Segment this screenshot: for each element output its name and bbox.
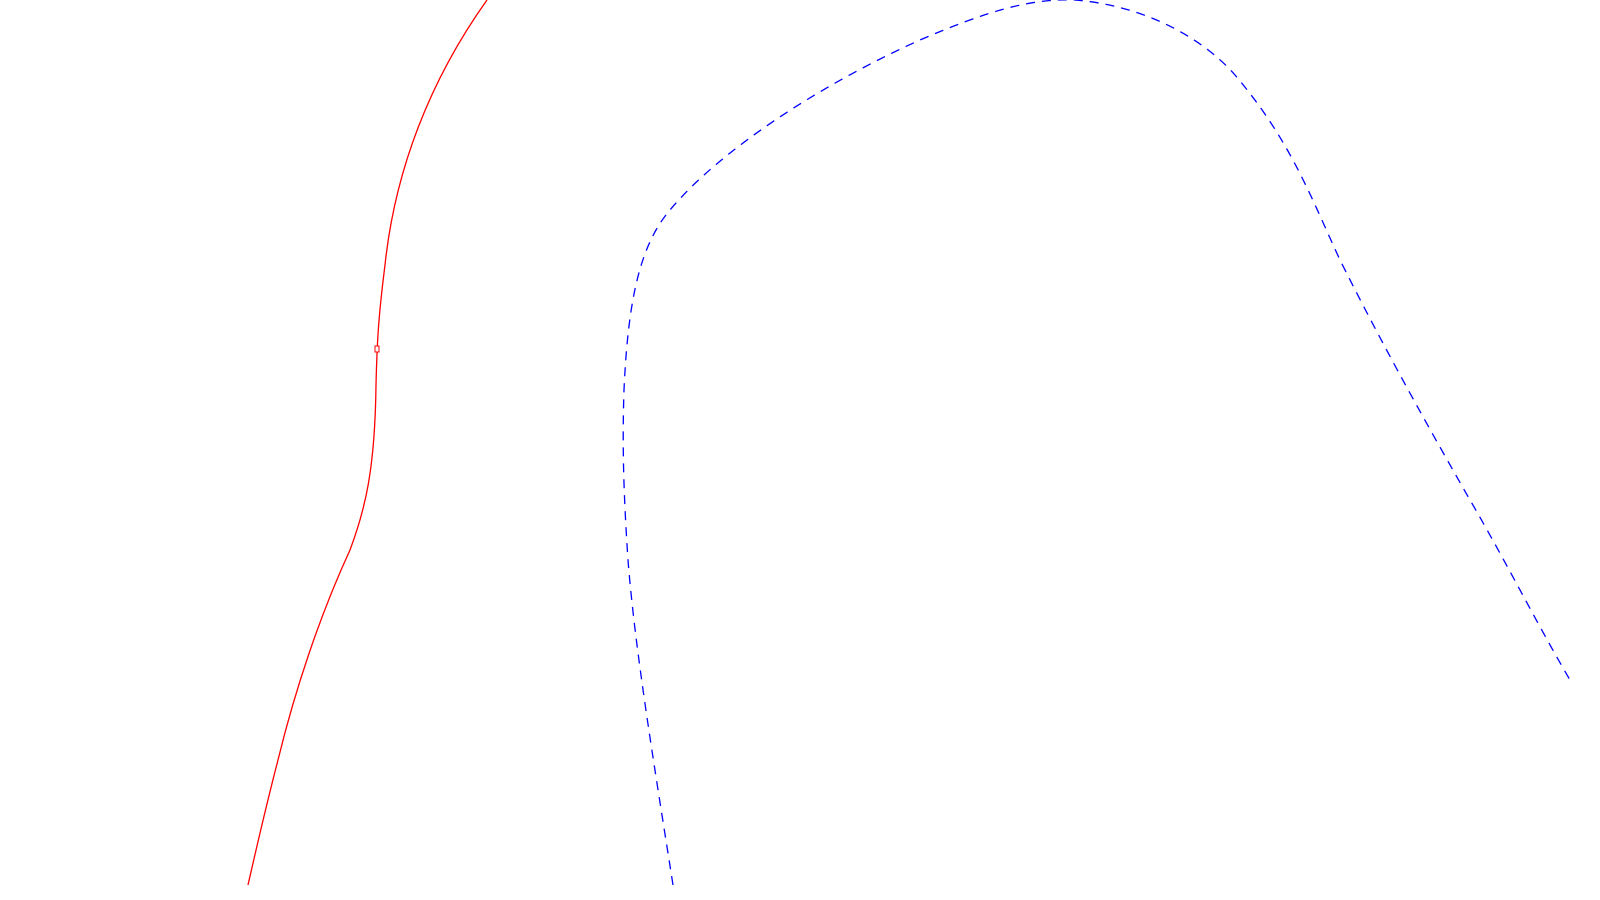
curve-control-point-marker[interactable]: [374, 345, 380, 353]
red-solid-curve: [247, 0, 488, 886]
blue-dashed-curve: [622, 0, 1571, 886]
